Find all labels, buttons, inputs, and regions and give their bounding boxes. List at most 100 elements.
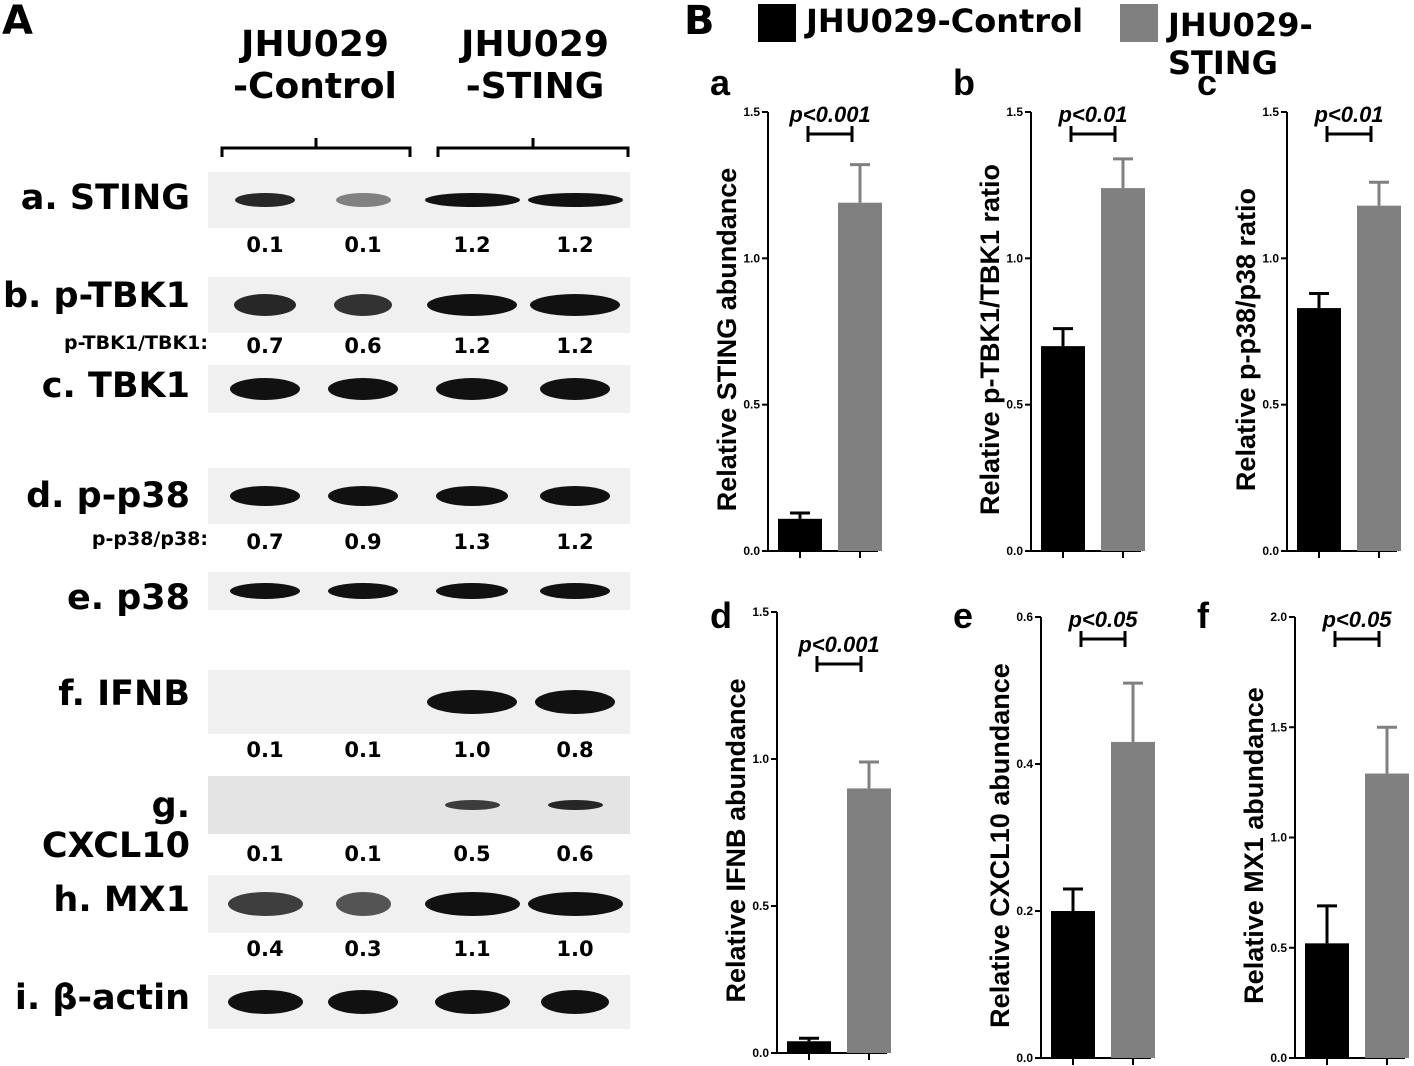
bar <box>1297 308 1341 551</box>
blot-strip <box>208 365 630 413</box>
y-tick-label: 2.0 <box>1270 610 1287 624</box>
blot-band <box>540 583 610 599</box>
sig-label: p<0.01 <box>1313 102 1383 127</box>
blot-quant-value: 1.2 <box>556 530 594 554</box>
panel-a-letter: A <box>2 0 33 44</box>
subpanel-letter: d <box>710 595 732 636</box>
blot-band <box>527 193 623 207</box>
blot-quant-value: 0.4 <box>246 937 284 961</box>
blot-quant-value: 0.9 <box>344 530 382 554</box>
y-tick-label: 0.5 <box>1262 398 1279 412</box>
blot-band <box>436 378 508 400</box>
subpanel-letter: e <box>953 595 973 636</box>
blot-quant-value: 0.1 <box>246 842 284 866</box>
y-tick-label: 0.0 <box>1006 544 1023 558</box>
y-tick-label: 1.0 <box>1006 251 1023 265</box>
blot-strip <box>208 975 630 1029</box>
blot-row-label: c. TBK1 <box>41 366 190 406</box>
sig-label: p<0.05 <box>1067 607 1138 632</box>
blot-strip <box>208 468 630 524</box>
y-tick-label: 0.5 <box>1006 398 1023 412</box>
blot-quant-value: 1.2 <box>556 334 594 358</box>
blot-band <box>328 583 398 599</box>
bar <box>787 1041 831 1053</box>
y-tick-label: 0.5 <box>752 899 769 913</box>
legend-swatch-sting <box>1120 4 1158 42</box>
blot-strip <box>208 776 630 834</box>
blot-row-label: e. p38 <box>67 578 190 618</box>
blot-quant-value: 0.6 <box>556 842 594 866</box>
blot-band <box>334 294 392 316</box>
blot-band <box>335 892 391 916</box>
y-tick-label: 1.5 <box>1262 105 1279 119</box>
blot-strip <box>208 875 630 933</box>
group-brackets <box>220 138 630 157</box>
y-tick-label: 0.0 <box>1262 544 1279 558</box>
subpanel-letter: b <box>953 62 975 103</box>
y-tick-label: 0.5 <box>1270 941 1287 955</box>
y-tick-label: 0.5 <box>743 398 760 412</box>
blot-band <box>227 892 303 916</box>
blot-quant-value: 0.8 <box>556 738 594 762</box>
y-tick-label: 0.0 <box>752 1046 769 1060</box>
blot-band <box>230 486 300 506</box>
blot-strip <box>208 172 630 228</box>
blot-band <box>235 193 295 207</box>
blot-band <box>230 583 300 599</box>
y-tick-label: 0.0 <box>1016 1051 1033 1065</box>
sig-label: p<0.05 <box>1321 607 1392 632</box>
blot-ratio-label: p-TBK1/TBK1: <box>63 332 208 354</box>
blot-quant-value: 0.1 <box>344 738 382 762</box>
blot-band <box>444 800 500 810</box>
y-axis-label: Relative CXCL10 abundance <box>985 663 1015 1028</box>
sig-label: p<0.01 <box>1057 102 1127 127</box>
blot-quant-value: 0.7 <box>246 334 284 358</box>
y-axis-label: Relative MX1 abundance <box>1239 687 1269 1004</box>
y-tick-label: 0.2 <box>1016 904 1033 918</box>
blot-band <box>427 690 517 714</box>
blot-band <box>328 990 398 1014</box>
blot-row-label: g. CXCL10 <box>41 786 190 866</box>
blot-quant-value: 1.1 <box>453 937 491 961</box>
blot-band <box>530 294 620 316</box>
sig-label: p<0.001 <box>788 102 870 127</box>
blot-band <box>424 193 520 207</box>
blot-quant-value: 0.7 <box>246 530 284 554</box>
sig-label: p<0.001 <box>797 632 879 657</box>
bar <box>1111 741 1155 1058</box>
blot-ratio-label: p-p38/p38: <box>91 528 208 550</box>
blot-quant-value: 0.6 <box>344 334 382 358</box>
bar <box>1051 911 1095 1058</box>
subpanel-letter: f <box>1197 595 1210 636</box>
blot-quant-value: 0.1 <box>246 738 284 762</box>
blot-band <box>227 990 303 1014</box>
group-sting-label: JHU029 -STING <box>461 24 609 107</box>
y-axis-label: Relative p-p38/p38 ratio <box>1231 188 1261 491</box>
blot-quant-value: 1.2 <box>453 233 491 257</box>
y-axis-label: Relative STING abundance <box>712 168 742 512</box>
blot-band <box>328 486 398 506</box>
blot-band <box>335 193 391 207</box>
group-control-label: JHU029 -Control <box>233 24 397 107</box>
blot-quant-value: 1.0 <box>453 738 491 762</box>
blot-row-label: d. p-p38 <box>26 476 190 516</box>
y-tick-label: 1.5 <box>1270 720 1287 734</box>
y-tick-label: 1.0 <box>1262 251 1279 265</box>
subpanel-letter: a <box>710 62 731 103</box>
bar <box>1305 943 1349 1058</box>
y-tick-label: 0.0 <box>1270 1051 1287 1065</box>
blot-quant-value: 1.2 <box>453 334 491 358</box>
blot-quant-value: 1.2 <box>556 233 594 257</box>
blot-quant-value: 0.1 <box>344 842 382 866</box>
y-tick-label: 1.0 <box>752 752 769 766</box>
legend-swatch-control <box>758 4 796 42</box>
blot-quant-value: 0.1 <box>344 233 382 257</box>
y-tick-label: 1.5 <box>752 605 769 619</box>
y-tick-label: 1.5 <box>743 105 760 119</box>
blot-band <box>436 583 508 599</box>
legend-label-control: JHU029-Control <box>806 2 1084 40</box>
blot-quant-value: 0.5 <box>453 842 491 866</box>
blot-band <box>234 294 296 316</box>
blot-band <box>427 294 517 316</box>
